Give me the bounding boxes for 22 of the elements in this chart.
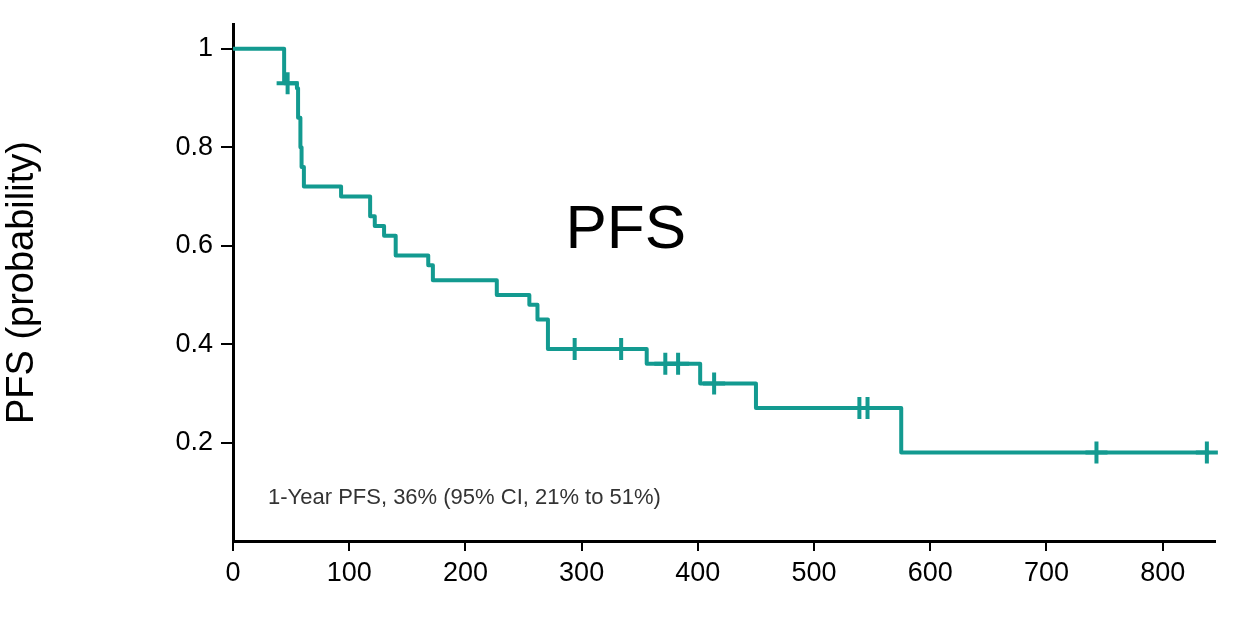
y-tick-label: 0.2 (175, 426, 213, 457)
y-tick-label: 0.6 (175, 229, 213, 260)
point (667, 352, 690, 375)
point (276, 72, 299, 95)
y-tick-label: 1 (197, 32, 213, 63)
x-tick-label: 400 (675, 556, 721, 587)
text: PFS (565, 192, 687, 262)
y-tick-label: 0.4 (175, 327, 213, 358)
x-tick-label: 500 (791, 556, 837, 587)
point (703, 372, 726, 395)
x-tick-label: 200 (442, 556, 488, 587)
point (1195, 441, 1218, 464)
point (1085, 441, 1108, 464)
x-tick-label: 100 (326, 556, 372, 587)
x-tick-label: 0 (225, 556, 241, 587)
annotation: 1-Year PFS, 36% (95% CI, 21% to 51%) (268, 484, 661, 510)
x-tick-label: 600 (907, 556, 953, 587)
x-tick-label: 700 (1023, 556, 1070, 587)
x-tick-label: 300 (559, 556, 605, 587)
y-tick-label: 0.8 (175, 130, 213, 161)
y-axis-title: PFS (probability) (0, 141, 42, 425)
x-tick-label: 800 (1140, 556, 1186, 587)
